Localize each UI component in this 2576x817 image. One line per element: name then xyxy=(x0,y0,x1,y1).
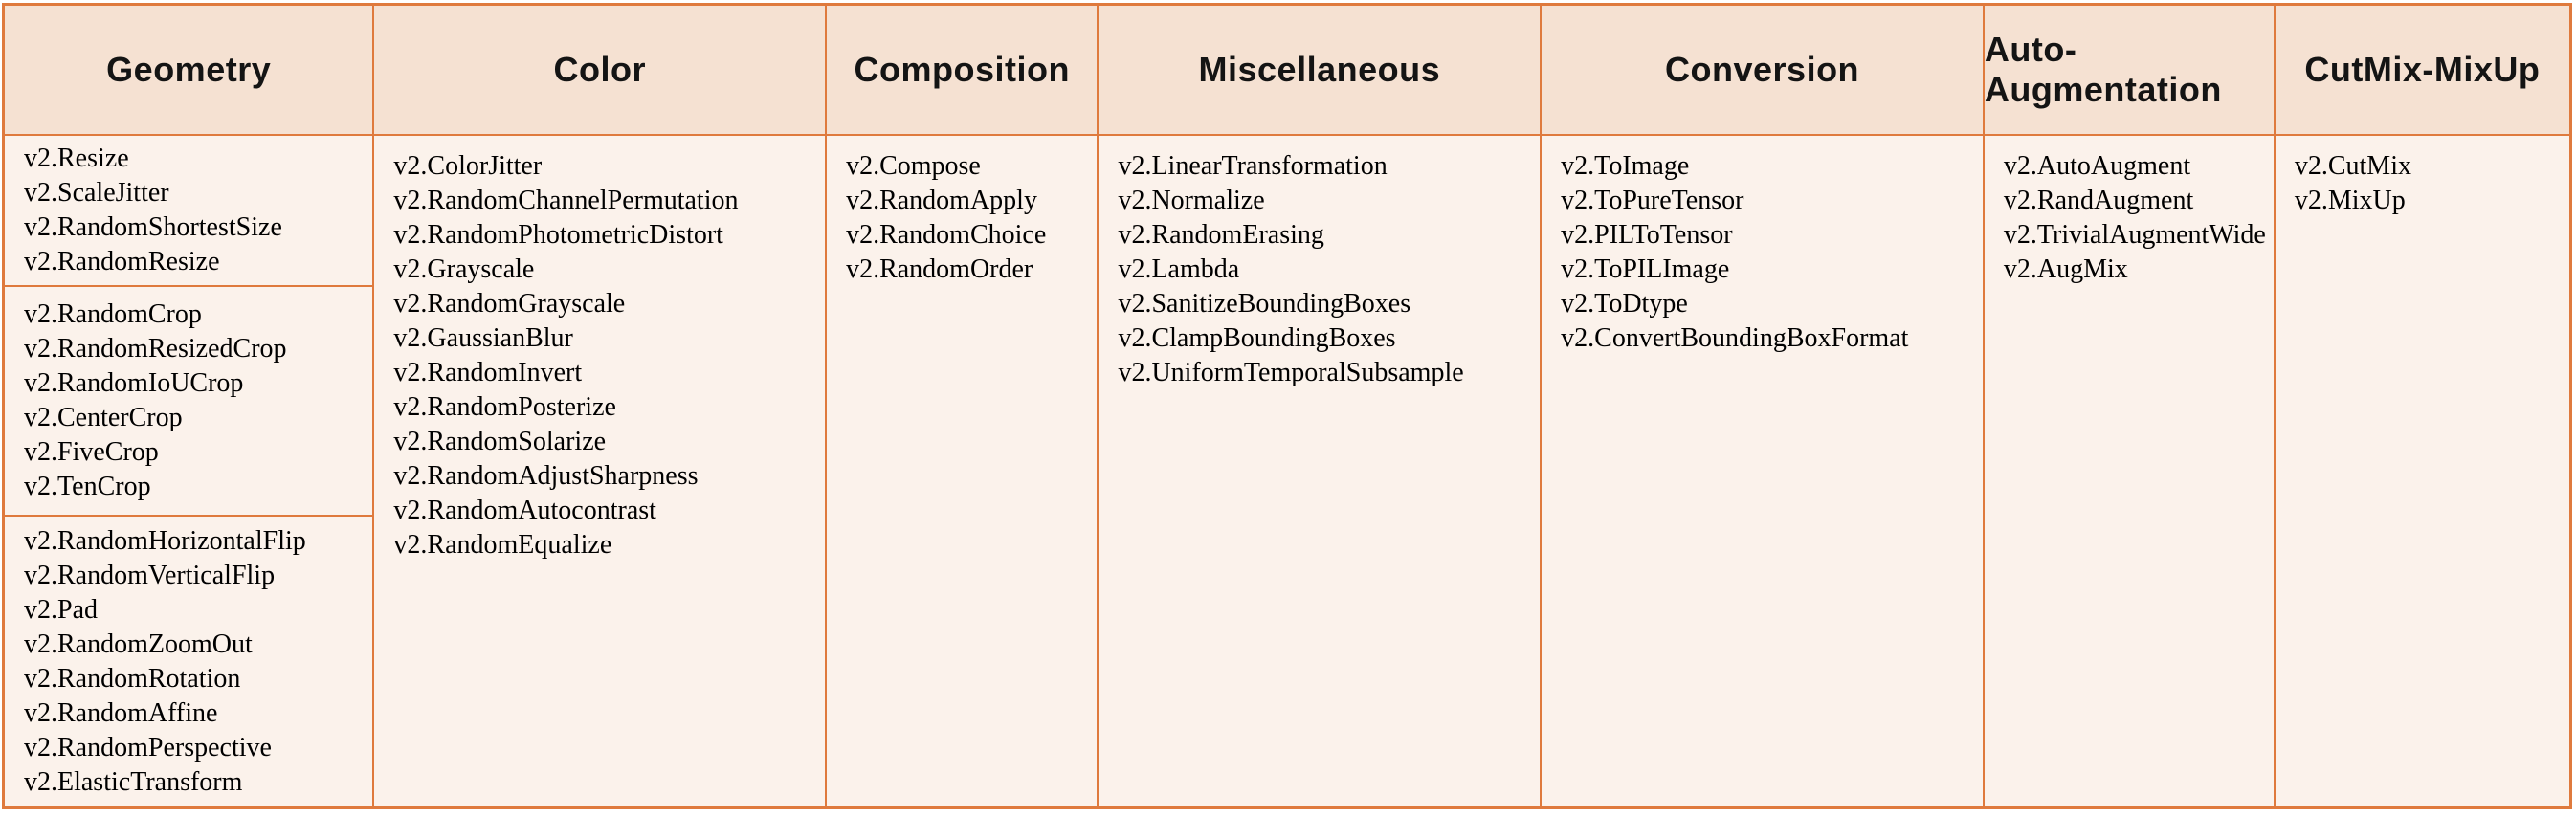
transform-item: v2.RandomEqualize xyxy=(393,530,612,560)
transform-item: v2.Pad xyxy=(24,594,98,625)
column-header-cutmix-mixup: CutMix-MixUp xyxy=(2275,6,2569,134)
column-header-auto-augmentation: Auto-Augmentation xyxy=(1984,6,2274,134)
geometry-crop-group: v2.RandomCrop v2.RandomResizedCrop v2.Ra… xyxy=(5,287,373,515)
transform-item: v2.ColorJitter xyxy=(393,151,543,181)
transform-item: v2.RandomPerspective xyxy=(24,732,272,762)
transforms-category-table: Geometry Color Composition Miscellaneous… xyxy=(2,3,2572,809)
column-header-geometry: Geometry xyxy=(5,6,373,134)
transform-item: v2.LinearTransformation xyxy=(1118,151,1388,181)
transform-item: v2.RandomShortestSize xyxy=(24,212,282,242)
transform-item: v2.ToPureTensor xyxy=(1561,186,1744,215)
transform-item: v2.RandomChannelPermutation xyxy=(393,186,739,215)
transform-item: v2.TenCrop xyxy=(24,472,151,501)
column-header-miscellaneous: Miscellaneous xyxy=(1099,6,1541,134)
transform-item: v2.SanitizeBoundingBoxes xyxy=(1118,289,1411,319)
transform-item: v2.ElasticTransform xyxy=(24,766,243,797)
transform-item: v2.GaussianBlur xyxy=(393,323,573,353)
transform-item: v2.PILToTensor xyxy=(1561,220,1733,250)
transform-item: v2.ToDtype xyxy=(1561,289,1688,319)
transform-item: v2.ConvertBoundingBoxFormat xyxy=(1561,323,1909,353)
auto-augmentation-body: v2.AutoAugment v2.RandAugment v2.Trivial… xyxy=(1984,136,2274,806)
transform-item: v2.RandomResize xyxy=(24,247,220,276)
transform-item: v2.RandomHorizontalFlip xyxy=(24,525,306,556)
transform-item: v2.AugMix xyxy=(2003,254,2128,284)
transform-item: v2.Resize xyxy=(24,144,129,173)
transform-item: v2.RandomResizedCrop xyxy=(24,334,287,364)
transform-item: v2.RandomErasing xyxy=(1118,220,1324,250)
transform-item: v2.ScaleJitter xyxy=(24,178,169,208)
column-header-color: Color xyxy=(374,6,826,134)
transform-item: v2.RandomRotation xyxy=(24,663,241,694)
transform-item: v2.RandomApply xyxy=(846,186,1037,215)
transform-item: v2.RandomChoice xyxy=(846,220,1047,250)
transform-item: v2.RandomGrayscale xyxy=(393,289,626,319)
transform-item: v2.CutMix xyxy=(2294,151,2411,181)
geometry-resize-group: v2.Resize v2.ScaleJitter v2.RandomShorte… xyxy=(5,136,373,285)
column-header-conversion: Conversion xyxy=(1542,6,1983,134)
transform-item: v2.CenterCrop xyxy=(24,403,183,432)
miscellaneous-body: v2.LinearTransformation v2.Normalize v2.… xyxy=(1099,136,1541,806)
transform-item: v2.Grayscale xyxy=(393,254,535,284)
transform-item: v2.UniformTemporalSubsample xyxy=(1118,358,1464,387)
composition-body: v2.Compose v2.RandomApply v2.RandomChoic… xyxy=(827,136,1098,806)
transform-item: v2.AutoAugment xyxy=(2003,151,2191,181)
transform-item: v2.RandomAdjustSharpness xyxy=(393,461,699,491)
transform-item: v2.Compose xyxy=(846,151,981,181)
transform-item: v2.RandomAffine xyxy=(24,697,218,728)
transform-item: v2.RandAugment xyxy=(2003,186,2194,215)
transform-item: v2.ToPILImage xyxy=(1561,254,1730,284)
conversion-body: v2.ToImage v2.ToPureTensor v2.PILToTenso… xyxy=(1542,136,1983,806)
transform-item: v2.RandomInvert xyxy=(393,358,583,387)
transform-item: v2.FiveCrop xyxy=(24,437,159,467)
transform-item: v2.RandomVerticalFlip xyxy=(24,560,276,590)
transform-item: v2.RandomCrop xyxy=(24,299,202,329)
transform-item: v2.RandomIoUCrop xyxy=(24,368,244,398)
cutmix-mixup-body: v2.CutMix v2.MixUp xyxy=(2275,136,2569,806)
color-body: v2.ColorJitter v2.RandomChannelPermutati… xyxy=(374,136,826,806)
transform-item: v2.RandomPhotometricDistort xyxy=(393,220,723,250)
transform-item: v2.TrivialAugmentWide xyxy=(2003,220,2266,250)
transform-item: v2.RandomPosterize xyxy=(393,392,616,422)
transform-item: v2.MixUp xyxy=(2294,186,2406,215)
transform-item: v2.Lambda xyxy=(1118,254,1240,284)
geometry-flip-group: v2.RandomHorizontalFlip v2.RandomVertica… xyxy=(5,517,373,806)
transform-item: v2.ToImage xyxy=(1561,151,1690,181)
transform-item: v2.RandomZoomOut xyxy=(24,629,253,659)
transform-item: v2.Normalize xyxy=(1118,186,1265,215)
transform-item: v2.ClampBoundingBoxes xyxy=(1118,323,1396,353)
transform-item: v2.RandomAutocontrast xyxy=(393,496,656,525)
column-header-composition: Composition xyxy=(827,6,1098,134)
transform-item: v2.RandomOrder xyxy=(846,254,1033,284)
transform-item: v2.RandomSolarize xyxy=(393,427,607,456)
